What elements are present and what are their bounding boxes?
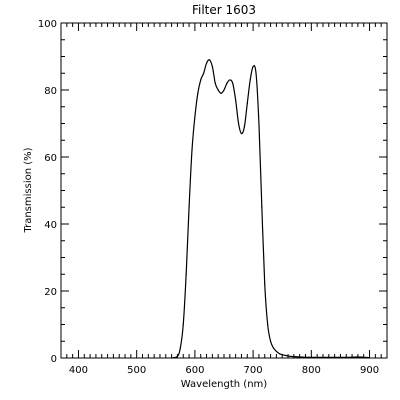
- plot-frame: [60, 22, 388, 359]
- data-point: [261, 206, 263, 208]
- y-tick-label: 20: [44, 287, 57, 298]
- data-point: [223, 89, 225, 91]
- data-point: [334, 356, 336, 358]
- data-point: [299, 356, 301, 358]
- data-point: [293, 356, 295, 358]
- x-tick-label: 800: [302, 365, 321, 376]
- data-point: [194, 116, 196, 118]
- data-point: [188, 206, 190, 208]
- x-tick-label: 700: [244, 365, 263, 376]
- data-point: [217, 89, 219, 91]
- data-point: [200, 79, 202, 81]
- data-point: [267, 323, 269, 326]
- data-point: [203, 72, 205, 74]
- x-tick-label: 600: [185, 365, 204, 376]
- data-point: [368, 357, 371, 359]
- data-point: [205, 62, 208, 64]
- data-point: [237, 122, 240, 125]
- data-point: [214, 82, 216, 84]
- data-point: [211, 65, 213, 68]
- data-point: [240, 132, 243, 135]
- data-point: [220, 92, 222, 94]
- tick-labels: 400 500 600 700 800 900 0 20 40 60 80 100: [38, 19, 379, 376]
- data-point: [185, 273, 187, 275]
- x-tick-label: 500: [127, 365, 146, 376]
- y-tick-label: 100: [38, 19, 57, 30]
- data-point: [310, 356, 312, 358]
- data-point: [197, 92, 199, 94]
- data-point: [281, 354, 283, 356]
- data-point: [246, 102, 248, 104]
- data-point: [357, 356, 359, 358]
- data-point: [287, 355, 289, 357]
- data-point: [232, 82, 234, 84]
- data-point: [258, 122, 260, 125]
- x-tick-label: 400: [69, 365, 88, 376]
- data-point: [243, 126, 245, 128]
- data-point: [255, 72, 257, 74]
- data-point: [208, 59, 211, 61]
- data-point: [272, 347, 275, 349]
- y-tick-label: 0: [51, 354, 57, 365]
- y-tick-label: 60: [44, 153, 57, 164]
- transmission-curve: [171, 59, 370, 359]
- y-tick-label: 40: [44, 220, 57, 231]
- data-point: [278, 353, 280, 355]
- data-point: [179, 347, 181, 349]
- y-axis-label: Transmission (%): [23, 147, 34, 233]
- data-point: [249, 79, 251, 81]
- data-point: [322, 356, 324, 358]
- data-point: [226, 82, 228, 84]
- data-point: [345, 356, 347, 358]
- data-point: [176, 355, 179, 357]
- data-series: [171, 59, 371, 359]
- data-point: [235, 99, 237, 101]
- data-point: [275, 350, 277, 352]
- data-point: [252, 65, 254, 68]
- data-point: [171, 357, 173, 359]
- axis-ticks: [60, 22, 388, 359]
- data-point: [269, 340, 272, 342]
- x-tick-label: 900: [360, 365, 379, 376]
- data-point: [182, 323, 184, 326]
- x-axis-label: Wavelength (nm): [181, 379, 267, 390]
- data-point: [191, 149, 193, 151]
- chart-title: Filter 1603: [192, 3, 256, 17]
- data-point: [264, 283, 266, 285]
- data-point: [229, 79, 231, 81]
- y-tick-label: 80: [44, 86, 57, 97]
